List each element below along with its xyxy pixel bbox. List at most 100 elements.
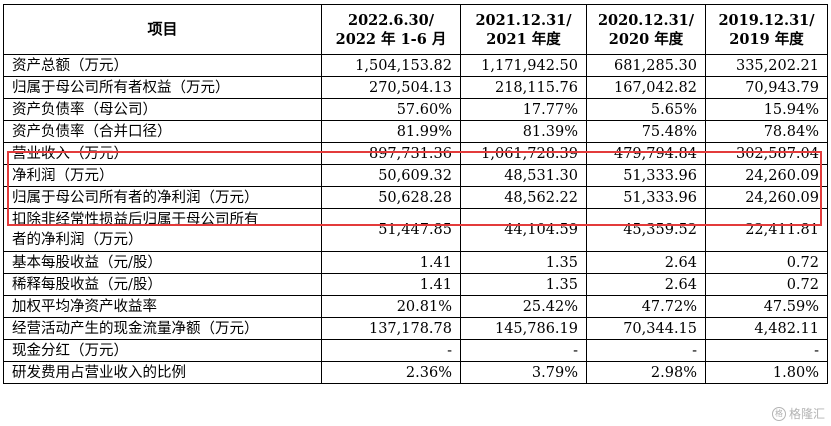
header-period: 2022 年 1-6 月	[335, 30, 447, 48]
value-cell: 270,504.13	[321, 76, 461, 99]
row-label: 基本每股收益（元/股）	[3, 251, 322, 274]
value-cell: 1.35	[460, 273, 587, 296]
row-label-text: 经营活动产生的现金流量净额（万元）	[12, 320, 259, 337]
value-cell: 81.99%	[321, 120, 461, 143]
header-period-2019: 2019.12.31/ 2019 年度	[705, 4, 828, 55]
table-row: 稀释每股收益（元/股） 1.41 1.35 2.64 0.72	[3, 273, 828, 296]
value-cell: 24,260.09	[705, 186, 828, 209]
value-cell: 5.65%	[586, 98, 706, 121]
header-period-2022h1: 2022.6.30/ 2022 年 1-6 月	[321, 4, 461, 55]
row-label: 稀释每股收益（元/股）	[3, 273, 322, 296]
value-cell: 51,333.96	[586, 164, 706, 187]
value-cell: 137,178.78	[321, 317, 461, 340]
value-cell: 681,285.30	[586, 54, 706, 77]
value-cell: 20.81%	[321, 295, 461, 318]
row-label: 资产负债率（合并口径）	[3, 120, 322, 143]
value-cell: 50,609.32	[321, 164, 461, 187]
table-row: 加权平均净资产收益率 20.81% 25.42% 47.72% 47.59%	[3, 295, 828, 318]
row-label-text: 归属于母公司所有者权益（万元）	[12, 79, 230, 96]
header-item-label: 项目	[147, 20, 178, 38]
row-label: 营业收入（万元）	[3, 142, 322, 165]
row-label: 经营活动产生的现金流量净额（万元）	[3, 317, 322, 340]
value-cell: 44,104.59	[460, 208, 587, 252]
value-cell: 15.94%	[705, 98, 828, 121]
value-cell: 2.64	[586, 251, 706, 274]
value-cell: 70,344.15	[586, 317, 706, 340]
header-period-2020: 2020.12.31/ 2020 年度	[586, 4, 706, 55]
table-row: 资产负债率（合并口径） 81.99% 81.39% 75.48% 78.84%	[3, 120, 828, 143]
header-period-2021: 2021.12.31/ 2021 年度	[460, 4, 587, 55]
value-cell: 50,628.28	[321, 186, 461, 209]
value-cell: 0.72	[705, 273, 828, 296]
value-cell: 145,786.19	[460, 317, 587, 340]
value-cell: 1,171,942.50	[460, 54, 587, 77]
row-label-text: 净利润（万元）	[12, 167, 114, 184]
table-row: 扣除非经常性损益后归属于母公司所有 者的净利润（万元） 51,447.85 44,10…	[3, 208, 828, 252]
row-label: 现金分红（万元）	[3, 339, 322, 362]
row-label-text: 营业收入（万元）	[12, 145, 128, 162]
value-cell: 1.41	[321, 273, 461, 296]
value-cell: 78.84%	[705, 120, 828, 143]
table-row: 资产负债率（母公司） 57.60% 17.77% 5.65% 15.94%	[3, 98, 828, 121]
value-cell: -	[705, 339, 828, 362]
row-label-text: 研发费用占营业收入的比例	[12, 364, 186, 381]
header-period: 2020 年度	[608, 30, 684, 48]
row-label-text: 现金分红（万元）	[12, 342, 128, 359]
value-cell: 1,061,728.39	[460, 142, 587, 165]
value-cell: 2.98%	[586, 361, 706, 384]
value-cell: 2.36%	[321, 361, 461, 384]
value-cell: 48,531.30	[460, 164, 587, 187]
header-date: 2019.12.31/	[718, 11, 815, 29]
table-row: 研发费用占营业收入的比例 2.36% 3.79% 2.98% 1.80%	[3, 361, 828, 384]
row-label-text: 加权平均净资产收益率	[12, 298, 157, 315]
value-cell: 75.48%	[586, 120, 706, 143]
watermark: 格 格隆汇	[771, 405, 825, 422]
value-cell: 45,359.52	[586, 208, 706, 252]
value-cell: 47.72%	[586, 295, 706, 318]
table-row: 归属于母公司所有者权益（万元） 270,504.13 218,115.76 167,0…	[3, 76, 828, 99]
row-label-text: 资产总额（万元）	[12, 57, 128, 74]
value-cell: 17.77%	[460, 98, 587, 121]
header-date: 2022.6.30/	[347, 11, 435, 29]
table-row: 现金分红（万元） - - - -	[3, 339, 828, 362]
row-label-text: 者的净利润（万元）	[12, 232, 143, 248]
table-row: 经营活动产生的现金流量净额（万元） 137,178.78 145,786.19 70,…	[3, 317, 828, 340]
header-date: 2021.12.31/	[475, 11, 572, 29]
header-period: 2019 年度	[729, 30, 804, 48]
row-label-text: 扣除非经常性损益后归属于母公司所有	[12, 212, 259, 228]
row-label: 归属于母公司所有者权益（万元）	[3, 76, 322, 99]
row-label: 归属于母公司所有者的净利润（万元）	[3, 186, 322, 209]
row-label-text: 资产负债率（母公司）	[12, 101, 157, 118]
table-row: 净利润（万元） 50,609.32 48,531.30 51,333.96 24,260…	[3, 164, 828, 187]
row-label-text: 稀释每股收益（元/股）	[12, 276, 162, 293]
financial-table-container: 项目 2022.6.30/ 2022 年 1-6 月 2021.12.31/ 2…	[3, 4, 828, 384]
header-item: 项目	[3, 4, 322, 55]
row-label: 净利润（万元）	[3, 164, 322, 187]
row-label: 扣除非经常性损益后归属于母公司所有 者的净利润（万元）	[3, 208, 322, 252]
row-label-text: 归属于母公司所有者的净利润（万元）	[12, 189, 259, 206]
financial-summary-table: 项目 2022.6.30/ 2022 年 1-6 月 2021.12.31/ 2…	[3, 4, 828, 384]
row-label: 资产总额（万元）	[3, 54, 322, 77]
value-cell: -	[586, 339, 706, 362]
table-row: 归属于母公司所有者的净利润（万元） 50,628.28 48,562.22 51,33…	[3, 186, 828, 209]
value-cell: 335,202.21	[705, 54, 828, 77]
value-cell: 57.60%	[321, 98, 461, 121]
value-cell: 48,562.22	[460, 186, 587, 209]
table-row: 资产总额（万元） 1,504,153.82 1,171,942.50 681,285.…	[3, 54, 828, 77]
header-date: 2020.12.31/	[597, 11, 695, 29]
value-cell: 302,587.04	[705, 142, 828, 165]
value-cell: 1,504,153.82	[321, 54, 461, 77]
value-cell: 70,943.79	[705, 76, 828, 99]
value-cell: 0.72	[705, 251, 828, 274]
value-cell: 1.41	[321, 251, 461, 274]
value-cell: 167,042.82	[586, 76, 706, 99]
value-cell: 1.80%	[705, 361, 828, 384]
value-cell: 51,333.96	[586, 186, 706, 209]
row-label-text: 资产负债率（合并口径）	[12, 123, 172, 140]
row-label: 资产负债率（母公司）	[3, 98, 322, 121]
table-header-row: 项目 2022.6.30/ 2022 年 1-6 月 2021.12.31/ 2…	[3, 4, 828, 55]
header-period: 2021 年度	[486, 30, 561, 48]
value-cell: 47.59%	[705, 295, 828, 318]
value-cell: 22,411.81	[705, 208, 828, 252]
table-row: 基本每股收益（元/股） 1.41 1.35 2.64 0.72	[3, 251, 828, 274]
